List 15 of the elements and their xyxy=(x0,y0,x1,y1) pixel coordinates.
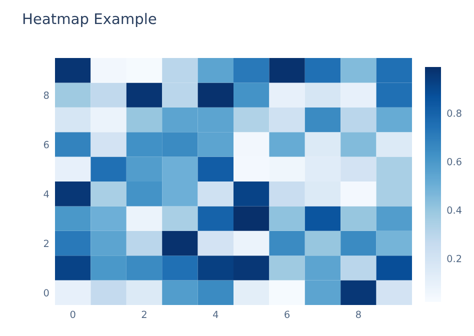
y-tick-label: 6 xyxy=(44,140,49,148)
y-tick-label: 0 xyxy=(44,289,49,296)
x-tick-label: 4 xyxy=(213,310,218,318)
y-tick-label: 2 xyxy=(44,240,48,247)
x-tick-label: 8 xyxy=(356,310,361,318)
color-bar-label: 0.4 xyxy=(447,206,462,214)
y-tick-label: 4 xyxy=(44,190,49,198)
x-tick-label: 2 xyxy=(142,310,146,318)
y-tick-label: 8 xyxy=(44,92,49,99)
color-bar-label: 0.6 xyxy=(447,158,462,166)
x-tick-label: 6 xyxy=(284,310,290,318)
x-tick-label: 0 xyxy=(70,310,76,318)
color-bar-label: 0.8 xyxy=(447,110,462,117)
chart-title: Heatmap Example xyxy=(23,12,156,28)
color-bar-label: 0.2 xyxy=(447,254,462,262)
